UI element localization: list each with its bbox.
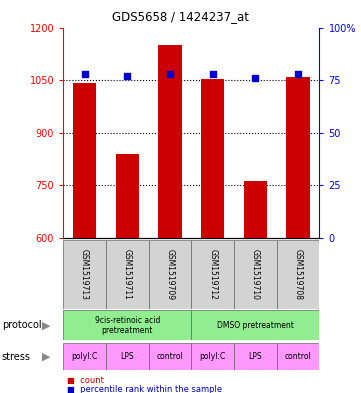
Bar <box>116 154 139 238</box>
Point <box>210 71 216 77</box>
Bar <box>149 240 191 309</box>
Text: control: control <box>285 353 312 361</box>
Text: GSM1519712: GSM1519712 <box>208 249 217 299</box>
Text: ▶: ▶ <box>42 320 50 330</box>
Bar <box>191 310 319 340</box>
Bar <box>191 343 234 370</box>
Text: polyI:C: polyI:C <box>200 353 226 361</box>
Text: GSM1519711: GSM1519711 <box>123 249 132 299</box>
Text: GSM1519709: GSM1519709 <box>165 248 174 300</box>
Text: protocol: protocol <box>2 320 42 330</box>
Text: ■  percentile rank within the sample: ■ percentile rank within the sample <box>67 386 222 393</box>
Bar <box>277 240 319 309</box>
Text: DMSO pretreatment: DMSO pretreatment <box>217 321 294 330</box>
Bar <box>191 240 234 309</box>
Bar <box>63 343 106 370</box>
Point <box>295 71 301 77</box>
Bar <box>158 45 182 238</box>
Bar <box>73 83 96 238</box>
Bar <box>277 343 319 370</box>
Bar <box>234 240 277 309</box>
Text: LPS: LPS <box>121 353 134 361</box>
Text: stress: stress <box>2 352 31 362</box>
Point <box>253 75 258 81</box>
Bar <box>63 310 191 340</box>
Bar <box>106 240 149 309</box>
Text: GSM1519710: GSM1519710 <box>251 249 260 299</box>
Point <box>124 73 130 79</box>
Bar <box>201 79 225 238</box>
Text: ■  count: ■ count <box>67 376 104 385</box>
Bar <box>106 343 149 370</box>
Bar <box>244 181 267 238</box>
Text: 9cis-retinoic acid
pretreatment: 9cis-retinoic acid pretreatment <box>95 316 160 335</box>
Bar <box>149 343 191 370</box>
Text: GDS5658 / 1424237_at: GDS5658 / 1424237_at <box>112 10 249 23</box>
Point <box>167 71 173 77</box>
Text: GSM1519708: GSM1519708 <box>293 249 303 299</box>
Bar <box>286 77 310 238</box>
Bar <box>234 343 277 370</box>
Text: control: control <box>157 353 183 361</box>
Text: ▶: ▶ <box>42 352 50 362</box>
Bar <box>63 240 106 309</box>
Text: LPS: LPS <box>249 353 262 361</box>
Text: GSM1519713: GSM1519713 <box>80 249 89 299</box>
Point <box>82 71 87 77</box>
Text: polyI:C: polyI:C <box>71 353 98 361</box>
